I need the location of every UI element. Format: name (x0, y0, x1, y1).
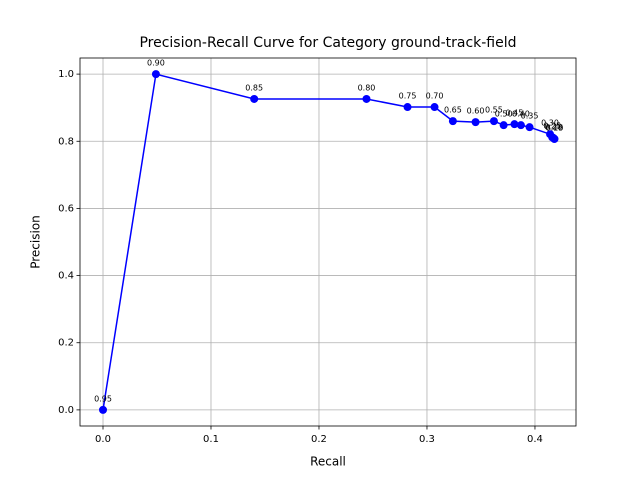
x-tick-label: 0.2 (311, 434, 327, 445)
point-label: 0.20 (544, 122, 562, 131)
x-tick-label: 0.1 (203, 434, 219, 445)
point-label: 0.50 (495, 110, 513, 119)
y-tick-label: 0.2 (58, 338, 74, 349)
marker (516, 121, 525, 130)
y-tick-label: 0.6 (58, 203, 74, 214)
marker (525, 123, 534, 132)
point-label: 0.45 (506, 109, 524, 118)
y-tick-label: 0.0 (58, 405, 74, 416)
marker (499, 121, 508, 130)
point-label: 0.10 (545, 123, 563, 132)
point-label: 0.55 (485, 106, 503, 115)
marker (362, 94, 371, 103)
marker (550, 134, 559, 143)
marker (403, 103, 412, 112)
marker (448, 117, 457, 126)
point-label: 0.35 (521, 112, 539, 121)
x-axis-label: Recall (310, 455, 346, 469)
marker (489, 117, 498, 126)
marker (510, 120, 519, 129)
point-label: 0.85 (245, 83, 263, 92)
x-tick-label: 0.0 (95, 434, 111, 445)
chart-title: Precision-Recall Curve for Category grou… (139, 35, 516, 51)
y-axis-label: Precision (29, 215, 43, 269)
y-tick-label: 1.0 (58, 69, 74, 80)
x-tick-label: 0.4 (527, 434, 543, 445)
point-label: 0.75 (399, 92, 417, 101)
plot-frame (79, 57, 577, 427)
x-tick-label: 0.3 (419, 434, 435, 445)
y-tick-label: 0.4 (58, 271, 74, 282)
point-label: 0.15 (545, 123, 563, 132)
marker (471, 118, 480, 127)
y-tick-label: 0.8 (58, 136, 74, 147)
marker (151, 70, 160, 79)
point-label: 0.25 (543, 122, 561, 131)
point-label: 0.70 (426, 92, 444, 101)
point-label: 0.65 (444, 106, 462, 115)
marker (430, 103, 439, 112)
point-label: 0.95 (94, 394, 112, 403)
point-label: 0.30 (541, 119, 559, 128)
marker (250, 94, 259, 103)
point-label: 0.90 (147, 59, 165, 68)
point-label: 0.40 (512, 110, 530, 119)
marker (99, 405, 108, 414)
point-label: 0.80 (358, 83, 376, 92)
point-label: 0.60 (467, 107, 485, 116)
